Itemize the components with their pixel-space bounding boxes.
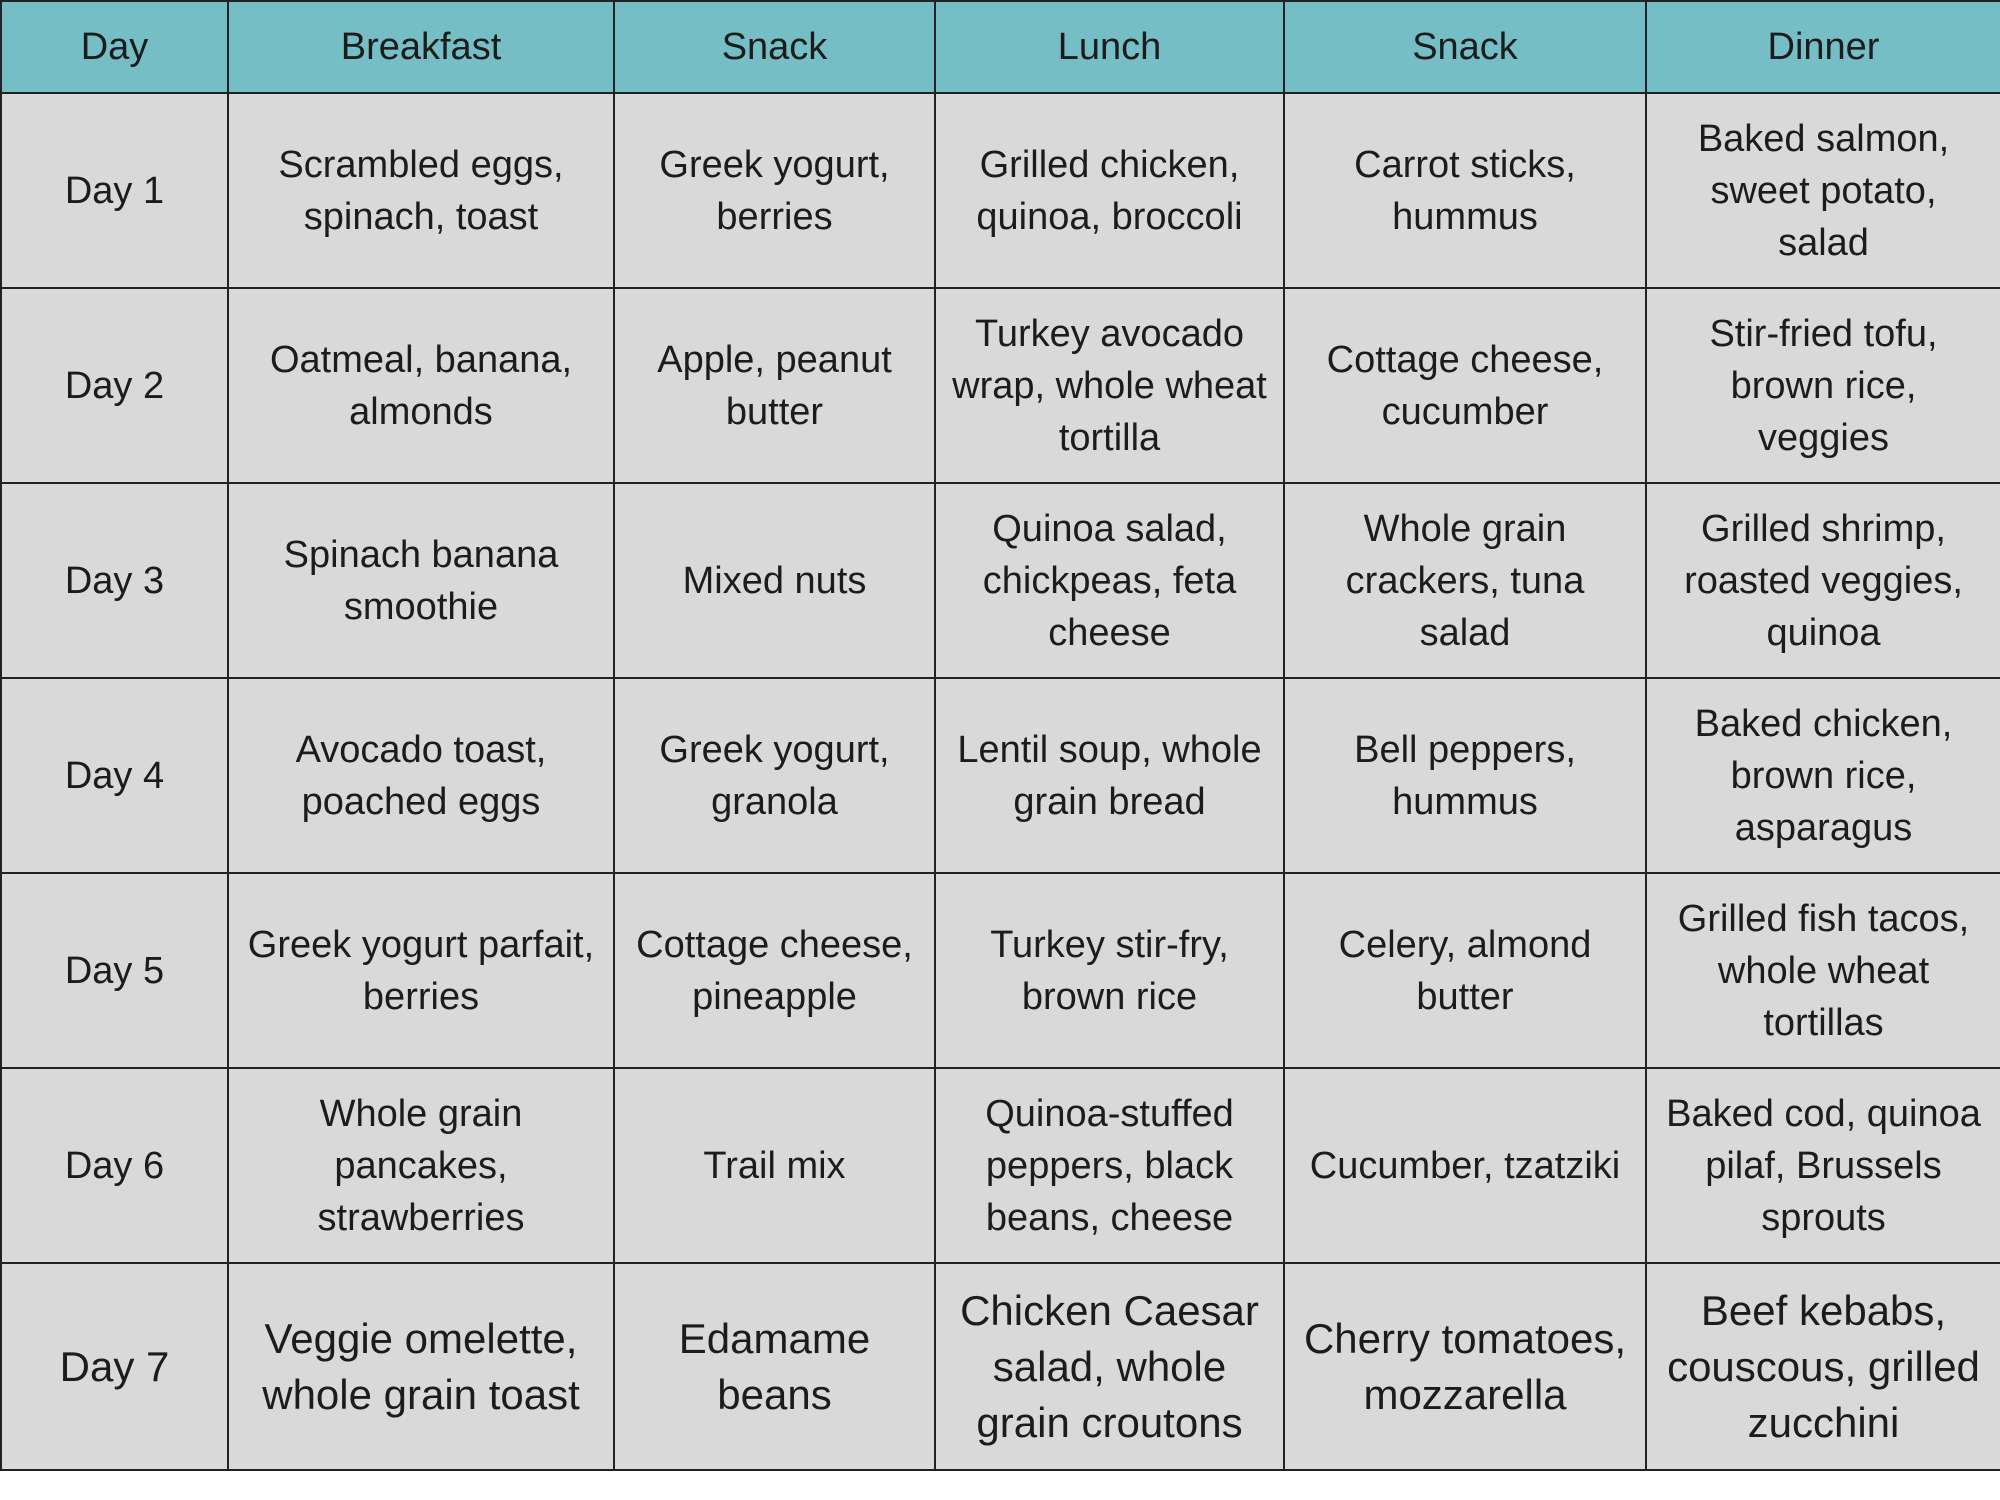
meal-cell: Grilled shrimp, roasted veggies, quinoa <box>1645 482 2000 679</box>
header-cell: Day <box>0 0 229 94</box>
meal-cell: Edamame beans <box>613 1262 936 1471</box>
meal-cell: Baked salmon, sweet potato, salad <box>1645 92 2000 289</box>
meal-cell: Quinoa salad, chickpeas, feta cheese <box>934 482 1285 679</box>
meal-cell: Apple, peanut butter <box>613 287 936 484</box>
day-cell: Day 4 <box>0 677 229 874</box>
header-cell: Breakfast <box>227 0 615 94</box>
meal-cell: Grilled chicken, quinoa, broccoli <box>934 92 1285 289</box>
table-row: Day 1 Scrambled eggs, spinach, toast Greek… <box>0 92 2000 289</box>
meal-cell: Avocado toast, poached eggs <box>227 677 615 874</box>
meal-cell: Turkey stir-fry, brown rice <box>934 872 1285 1069</box>
meal-cell: Mixed nuts <box>613 482 936 679</box>
day-cell: Day 6 <box>0 1067 229 1264</box>
day-cell: Day 7 <box>0 1262 229 1471</box>
meal-cell: Stir-fried tofu, brown rice, veggies <box>1645 287 2000 484</box>
meal-cell: Celery, almond butter <box>1283 872 1647 1069</box>
header-cell: Dinner <box>1645 0 2000 94</box>
meal-cell: Quinoa-stuffed peppers, black beans, che… <box>934 1067 1285 1264</box>
meal-cell: Whole grain pancakes, strawberries <box>227 1067 615 1264</box>
meal-cell: Greek yogurt, granola <box>613 677 936 874</box>
meal-cell: Cucumber, tzatziki <box>1283 1067 1647 1264</box>
meal-cell: Veggie omelette, whole grain toast <box>227 1262 615 1471</box>
day-cell: Day 2 <box>0 287 229 484</box>
table-row: Day 6 Whole grain pancakes, strawberries T… <box>0 1067 2000 1264</box>
meal-cell: Lentil soup, whole grain bread <box>934 677 1285 874</box>
meal-cell: Trail mix <box>613 1067 936 1264</box>
meal-cell: Chicken Caesar salad, whole grain crouto… <box>934 1262 1285 1471</box>
meal-cell: Carrot sticks, hummus <box>1283 92 1647 289</box>
meal-cell: Grilled fish tacos, whole wheat tortilla… <box>1645 872 2000 1069</box>
meal-cell: Spinach banana smoothie <box>227 482 615 679</box>
header-cell: Lunch <box>934 0 1285 94</box>
meal-cell: Oatmeal, banana, almonds <box>227 287 615 484</box>
table-body: Day 1 Scrambled eggs, spinach, toast Greek… <box>0 92 2000 1471</box>
meal-cell: Baked cod, quinoa pilaf, Brussels sprout… <box>1645 1067 2000 1264</box>
meal-cell: Cherry tomatoes, mozzarella <box>1283 1262 1647 1471</box>
table-row: Day 2 Oatmeal, banana, almonds Apple, pean… <box>0 287 2000 484</box>
table-row: Day 4 Avocado toast, poached eggs Greek yo… <box>0 677 2000 874</box>
meal-cell: Turkey avocado wrap, whole wheat tortill… <box>934 287 1285 484</box>
meal-cell: Scrambled eggs, spinach, toast <box>227 92 615 289</box>
table-row: Day 3 Spinach banana smoothie Mixed nuts Qu… <box>0 482 2000 679</box>
table-row: Day 7 Veggie omelette, whole grain toast E… <box>0 1262 2000 1471</box>
day-cell: Day 5 <box>0 872 229 1069</box>
day-cell: Day 1 <box>0 92 229 289</box>
day-cell: Day 3 <box>0 482 229 679</box>
meal-cell: Greek yogurt, berries <box>613 92 936 289</box>
meal-cell: Cottage cheese, cucumber <box>1283 287 1647 484</box>
header-cell: Snack <box>613 0 936 94</box>
meal-cell: Beef kebabs, couscous, grilled zucchini <box>1645 1262 2000 1471</box>
meal-cell: Bell peppers, hummus <box>1283 677 1647 874</box>
meal-cell: Greek yogurt parfait, berries <box>227 872 615 1069</box>
header-row: Day Breakfast Snack Lunch Snack Dinner <box>0 0 2000 94</box>
table-row: Day 5 Greek yogurt parfait, berries Cottag… <box>0 872 2000 1069</box>
meal-cell: Cottage cheese, pineapple <box>613 872 936 1069</box>
meal-cell: Whole grain crackers, tuna salad <box>1283 482 1647 679</box>
meal-cell: Baked chicken, brown rice, asparagus <box>1645 677 2000 874</box>
header-cell: Snack <box>1283 0 1647 94</box>
